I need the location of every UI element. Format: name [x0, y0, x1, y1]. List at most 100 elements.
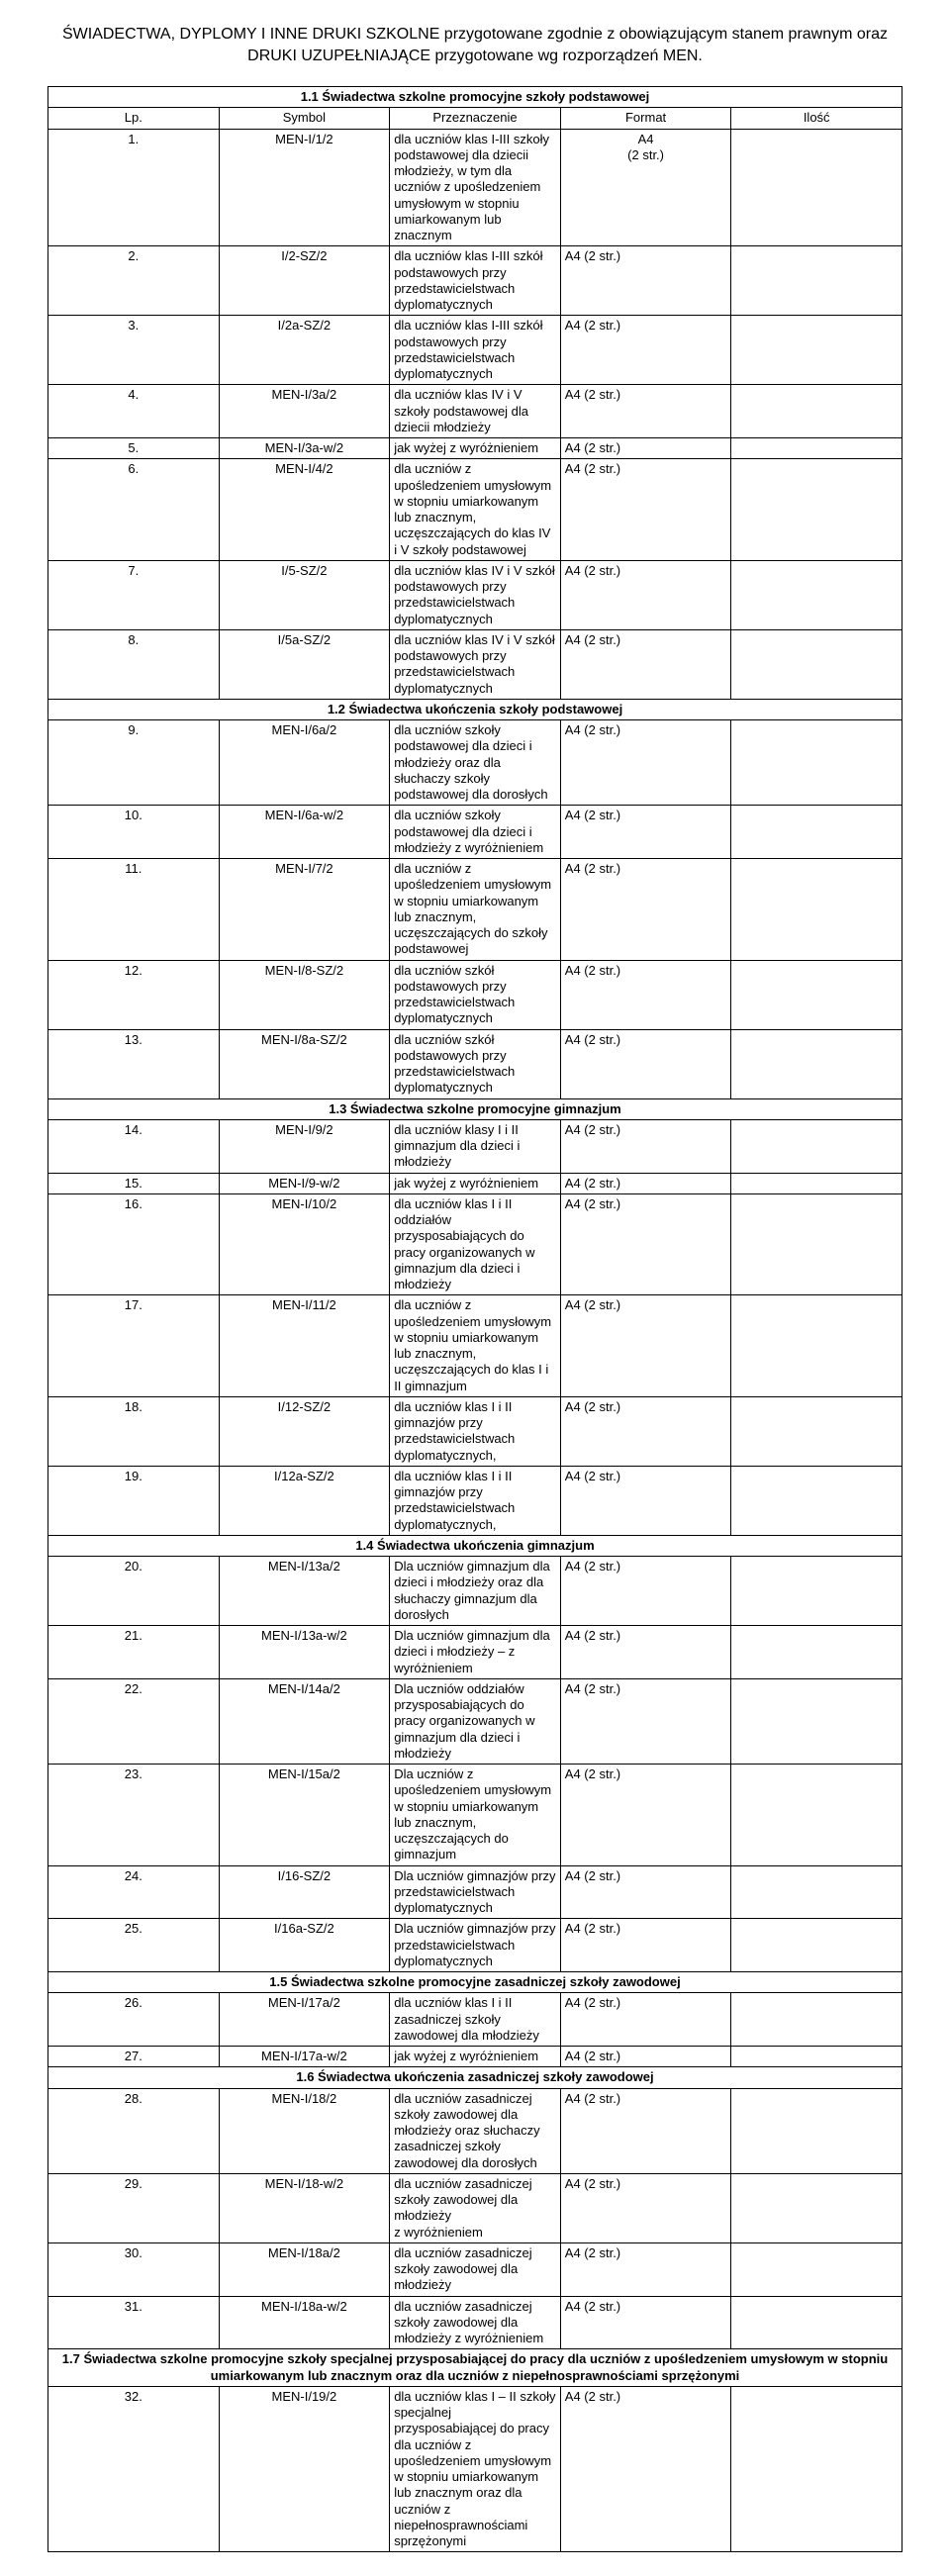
cell-format: A4 (2 str.): [560, 316, 731, 385]
cell-description: dla uczniów szkół podstawowych przy prze…: [390, 1029, 561, 1098]
cell-symbol: MEN-I/3a/2: [219, 385, 390, 438]
cell-ilosc: [731, 1557, 902, 1626]
certificates-table: 1.1 Świadectwa szkolne promocyjne szkoły…: [48, 86, 902, 2552]
header-ilosc: Ilość: [731, 108, 902, 129]
cell-symbol: MEN-I/17a-w/2: [219, 2047, 390, 2067]
section-title: 1.7 Świadectwa szkolne promocyjne szkoły…: [48, 2349, 902, 2387]
cell-description: Dla uczniów z upośledzeniem umysłowym w …: [390, 1765, 561, 1866]
cell-description: dla uczniów zasadniczej szkoły zawodowej…: [390, 2088, 561, 2173]
cell-format: A4 (2 str.): [560, 1295, 731, 1397]
cell-lp: 31.: [48, 2296, 220, 2349]
cell-symbol: MEN-I/1/2: [219, 129, 390, 246]
cell-symbol: I/12a-SZ/2: [219, 1466, 390, 1535]
cell-symbol: MEN-I/13a-w/2: [219, 1626, 390, 1679]
section-title-row: 1.1 Świadectwa szkolne promocyjne szkoły…: [48, 87, 902, 108]
table-row: 4.MEN-I/3a/2dla uczniów klas IV i V szko…: [48, 385, 902, 438]
cell-format: A4 (2 str.): [560, 246, 731, 316]
cell-format: A4 (2 str.): [560, 1765, 731, 1866]
cell-ilosc: [731, 316, 902, 385]
table-row: 8.I/5a-SZ/2dla uczniów klas IV i V szkół…: [48, 629, 902, 699]
cell-lp: 7.: [48, 560, 220, 629]
section-title-row: 1.3 Świadectwa szkolne promocyjne gimnaz…: [48, 1098, 902, 1119]
cell-lp: 17.: [48, 1295, 220, 1397]
cell-ilosc: [731, 720, 902, 806]
table-row: 12.MEN-I/8-SZ/2dla uczniów szkół podstaw…: [48, 960, 902, 1029]
cell-description: dla uczniów klas IV i V szkół podstawowy…: [390, 560, 561, 629]
cell-ilosc: [731, 459, 902, 561]
section-title: 1.4 Świadectwa ukończenia gimnazjum: [48, 1535, 902, 1556]
section-title: 1.6 Świadectwa ukończenia zasadniczej sz…: [48, 2067, 902, 2088]
cell-ilosc: [731, 2242, 902, 2296]
table-row: 32.MEN-I/19/2dla uczniów klas I – II szk…: [48, 2386, 902, 2552]
cell-ilosc: [731, 1919, 902, 1972]
cell-ilosc: [731, 1396, 902, 1466]
cell-format: A4 (2 str.): [560, 385, 731, 438]
cell-symbol: MEN-I/18-w/2: [219, 2173, 390, 2242]
table-row: 6.MEN-I/4/2dla uczniów z upośledzeniem u…: [48, 459, 902, 561]
table-row: 26.MEN-I/17a/2dla uczniów klas I i II za…: [48, 1993, 902, 2047]
cell-ilosc: [731, 1626, 902, 1679]
cell-description: Dla uczniów gimnazjów przy przedstawicie…: [390, 1919, 561, 1972]
header-format: Format: [560, 108, 731, 129]
cell-symbol: MEN-I/17a/2: [219, 1993, 390, 2047]
cell-ilosc: [731, 1678, 902, 1764]
cell-lp: 5.: [48, 438, 220, 459]
cell-lp: 24.: [48, 1865, 220, 1919]
cell-ilosc: [731, 806, 902, 859]
cell-format: A4 (2 str.): [560, 806, 731, 859]
cell-symbol: I/16a-SZ/2: [219, 1919, 390, 1972]
cell-ilosc: [731, 1993, 902, 2047]
cell-symbol: MEN-I/8-SZ/2: [219, 960, 390, 1029]
cell-ilosc: [731, 1466, 902, 1535]
cell-format: A4 (2 str.): [560, 2047, 731, 2067]
cell-lp: 1.: [48, 129, 220, 246]
cell-format: A4 (2 str.): [560, 2088, 731, 2173]
cell-format: A4 (2 str.): [560, 1678, 731, 1764]
cell-ilosc: [731, 629, 902, 699]
table-row: 2.I/2-SZ/2dla uczniów klas I-III szkół p…: [48, 246, 902, 316]
cell-lp: 8.: [48, 629, 220, 699]
cell-lp: 6.: [48, 459, 220, 561]
cell-ilosc: [731, 385, 902, 438]
cell-format: A4 (2 str.): [560, 459, 731, 561]
cell-lp: 25.: [48, 1919, 220, 1972]
page-title: ŚWIADECTWA, DYPLOMY I INNE DRUKI SZKOLNE…: [48, 24, 902, 66]
table-row: 9.MEN-I/6a/2dla uczniów szkoły podstawow…: [48, 720, 902, 806]
cell-lp: 23.: [48, 1765, 220, 1866]
cell-description: dla uczniów szkoły podstawowej dla dziec…: [390, 806, 561, 859]
cell-lp: 3.: [48, 316, 220, 385]
table-row: 13.MEN-I/8a-SZ/2dla uczniów szkół podsta…: [48, 1029, 902, 1098]
cell-ilosc: [731, 2386, 902, 2552]
cell-format: A4 (2 str.): [560, 438, 731, 459]
table-row: 21.MEN-I/13a-w/2Dla uczniów gimnazjum dl…: [48, 1626, 902, 1679]
cell-lp: 27.: [48, 2047, 220, 2067]
cell-lp: 30.: [48, 2242, 220, 2296]
cell-description: dla uczniów klas I i II zasadniczej szko…: [390, 1993, 561, 2047]
cell-ilosc: [731, 2296, 902, 2349]
cell-lp: 15.: [48, 1173, 220, 1193]
cell-lp: 4.: [48, 385, 220, 438]
table-row: 19.I/12a-SZ/2dla uczniów klas I i II gim…: [48, 1466, 902, 1535]
cell-symbol: MEN-I/18a/2: [219, 2242, 390, 2296]
cell-format: A4 (2 str.): [560, 2296, 731, 2349]
cell-lp: 19.: [48, 1466, 220, 1535]
cell-lp: 22.: [48, 1678, 220, 1764]
table-row: 23.MEN-I/15a/2Dla uczniów z upośledzenie…: [48, 1765, 902, 1866]
cell-symbol: MEN-I/14a/2: [219, 1678, 390, 1764]
cell-format: A4 (2 str.): [560, 1865, 731, 1919]
cell-format: A4 (2 str.): [560, 1193, 731, 1295]
cell-symbol: MEN-I/10/2: [219, 1193, 390, 1295]
cell-description: dla uczniów szkół podstawowych przy prze…: [390, 960, 561, 1029]
cell-symbol: I/2-SZ/2: [219, 246, 390, 316]
table-row: 22.MEN-I/14a/2Dla uczniów oddziałów przy…: [48, 1678, 902, 1764]
table-row: 16.MEN-I/10/2dla uczniów klas I i II odd…: [48, 1193, 902, 1295]
cell-lp: 13.: [48, 1029, 220, 1098]
table-row: 5.MEN-I/3a-w/2jak wyżej z wyróżnieniemA4…: [48, 438, 902, 459]
cell-description: dla uczniów klas IV i V szkół podstawowy…: [390, 629, 561, 699]
table-row: 14.MEN-I/9/2dla uczniów klasy I i II gim…: [48, 1119, 902, 1173]
cell-symbol: I/5a-SZ/2: [219, 629, 390, 699]
section-title-row: 1.5 Świadectwa szkolne promocyjne zasadn…: [48, 1972, 902, 1993]
cell-description: dla uczniów klasy I i II gimnazjum dla d…: [390, 1119, 561, 1173]
cell-lp: 29.: [48, 2173, 220, 2242]
cell-symbol: I/2a-SZ/2: [219, 316, 390, 385]
